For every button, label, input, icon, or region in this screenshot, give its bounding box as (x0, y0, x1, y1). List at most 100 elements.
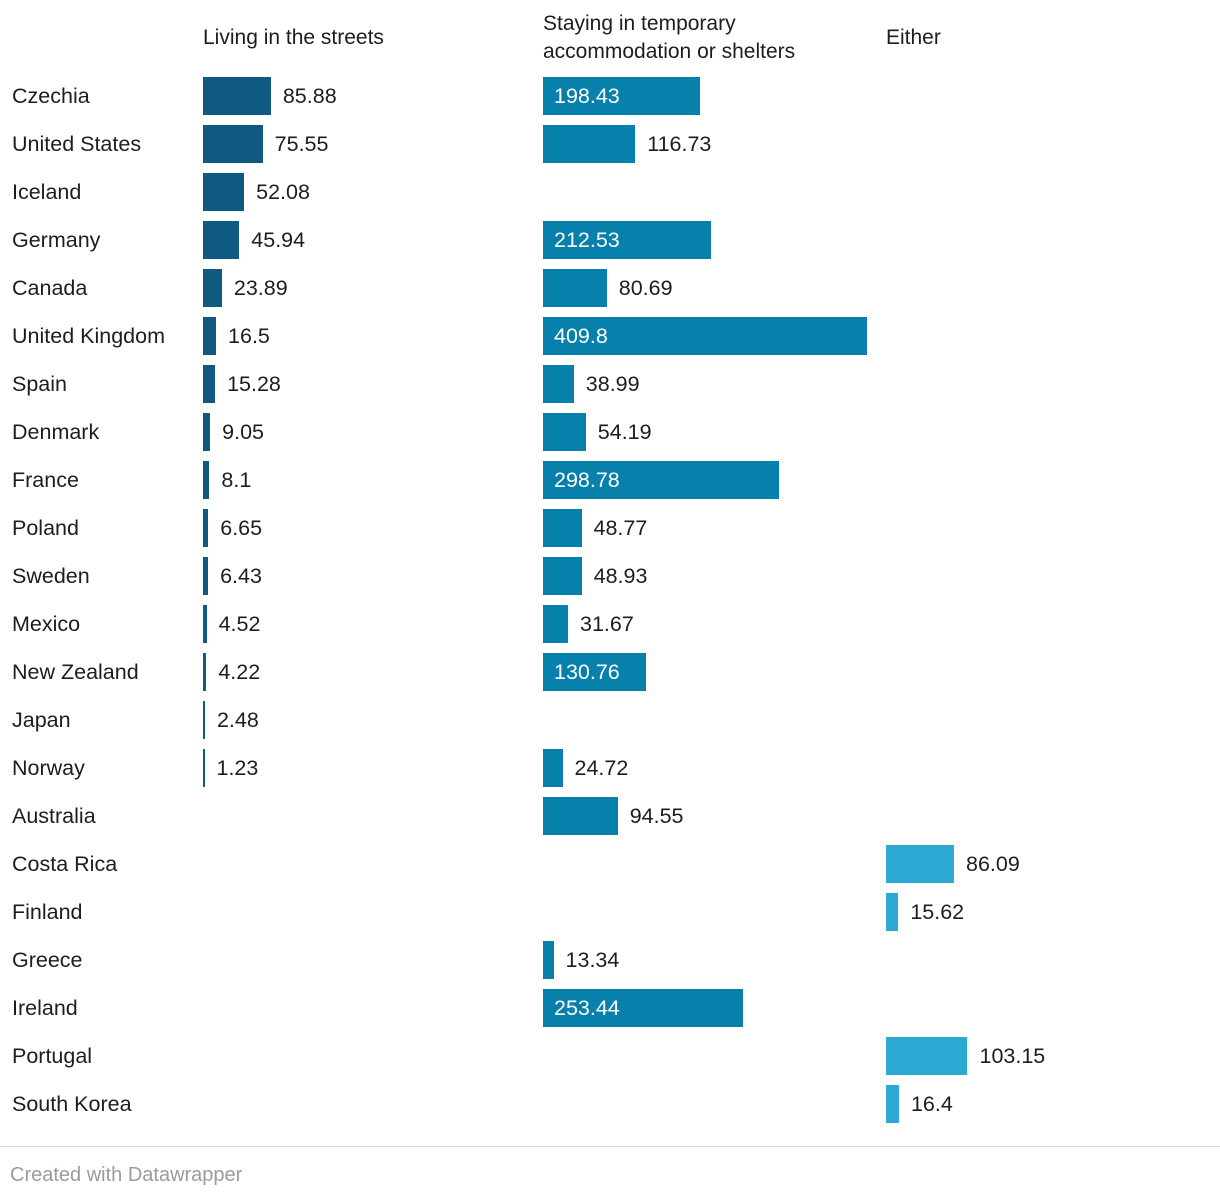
bar[interactable] (543, 317, 867, 355)
value-label: 9.05 (222, 420, 264, 444)
bar[interactable] (203, 125, 263, 163)
table-row: France 8.1 298.78 (0, 456, 1220, 504)
country-label: United Kingdom (12, 324, 165, 348)
country-label: Canada (12, 276, 88, 300)
bar[interactable] (543, 605, 569, 643)
bar[interactable] (886, 893, 899, 931)
value-label: 2.48 (216, 708, 259, 732)
bar[interactable] (543, 797, 618, 835)
table-row: Sweden 6.43 48.93 (0, 552, 1220, 600)
bar[interactable] (203, 701, 205, 739)
value-label: 15.28 (227, 372, 281, 396)
value-label: 31.67 (580, 612, 634, 636)
bar[interactable] (543, 365, 574, 403)
bar[interactable] (886, 845, 954, 883)
value-label: 4.52 (218, 612, 261, 636)
bar[interactable] (203, 509, 209, 547)
bar[interactable] (203, 317, 217, 355)
bar[interactable] (203, 461, 210, 499)
bar[interactable] (203, 77, 271, 115)
value-label: 75.55 (274, 132, 329, 156)
chart-footer: Created with Datawrapper (0, 1146, 1220, 1187)
bar[interactable] (886, 1085, 899, 1123)
value-label: 212.53 (554, 228, 620, 252)
value-label: 103.15 (979, 1044, 1046, 1068)
value-label: 48.77 (593, 516, 648, 540)
bar[interactable] (203, 221, 240, 259)
country-label: Germany (12, 228, 101, 252)
country-label: Spain (12, 372, 67, 396)
value-label: 116.73 (647, 132, 712, 156)
bar[interactable] (543, 557, 582, 595)
country-label: Ireland (12, 996, 78, 1020)
bar[interactable] (543, 221, 711, 259)
bar[interactable] (203, 413, 211, 451)
country-label: Sweden (12, 564, 90, 588)
value-label: 24.72 (574, 756, 629, 780)
bar[interactable] (543, 413, 586, 451)
table-row: Costa Rica 86.09 (0, 840, 1220, 888)
bar[interactable] (203, 365, 216, 403)
country-label: Iceland (12, 180, 82, 204)
table-row: Iceland 52.08 (0, 168, 1220, 216)
table-row: New Zealand 4.22 130.76 (0, 648, 1220, 696)
table-row: Mexico 4.52 31.67 (0, 600, 1220, 648)
bar[interactable] (203, 653, 207, 691)
column-headers: Living in the streets Staying in tempora… (0, 0, 1220, 72)
value-label: 6.65 (220, 516, 263, 540)
column-header-streets: Living in the streets (203, 26, 384, 49)
column-header-either: Either (886, 26, 941, 49)
table-row: Australia 94.55 (0, 792, 1220, 840)
value-label: 80.69 (618, 276, 673, 300)
value-label: 8.1 (221, 468, 252, 492)
bar[interactable] (543, 653, 647, 691)
table-row: Portugal 103.15 (0, 1032, 1220, 1080)
bar[interactable] (543, 269, 607, 307)
bar[interactable] (886, 1037, 968, 1075)
table-row: United Kingdom 16.5 409.8 (0, 312, 1220, 360)
table-row: South Korea 16.4 (0, 1080, 1220, 1128)
country-label: South Korea (12, 1092, 132, 1116)
bar[interactable] (543, 749, 563, 787)
value-label: 409.8 (554, 324, 608, 348)
bar[interactable] (543, 77, 700, 115)
value-label: 45.94 (251, 228, 306, 252)
table-row: Canada 23.89 80.69 (0, 264, 1220, 312)
value-label: 4.22 (218, 660, 261, 684)
country-label: United States (12, 132, 142, 156)
value-label: 130.76 (554, 660, 620, 684)
value-label: 54.19 (597, 420, 652, 444)
country-label: Norway (12, 756, 85, 780)
bar[interactable] (203, 605, 207, 643)
value-label: 6.43 (220, 564, 262, 588)
bar[interactable] (543, 125, 636, 163)
bar[interactable] (203, 749, 205, 787)
value-label: 85.88 (282, 84, 337, 108)
value-label: 253.44 (554, 996, 620, 1020)
table-row: Spain 15.28 38.99 (0, 360, 1220, 408)
country-label: Czechia (12, 84, 90, 108)
country-label: Greece (12, 948, 83, 972)
table-row: Norway 1.23 24.72 (0, 744, 1220, 792)
bar-rows: Czechia 85.88 198.43 United States 75.55… (0, 72, 1220, 1128)
table-row: Germany 45.94 212.53 (0, 216, 1220, 264)
table-row: Greece 13.34 (0, 936, 1220, 984)
bar[interactable] (543, 509, 582, 547)
table-row: Czechia 85.88 198.43 (0, 72, 1220, 120)
table-row: Ireland 253.44 (0, 984, 1220, 1032)
bar[interactable] (543, 461, 780, 499)
bar[interactable] (543, 989, 744, 1027)
value-label: 52.08 (256, 180, 310, 204)
value-label: 86.09 (966, 852, 1020, 876)
value-label: 38.99 (585, 372, 640, 396)
bar[interactable] (203, 557, 209, 595)
bar[interactable] (203, 269, 222, 307)
bar[interactable] (543, 941, 554, 979)
attribution-link[interactable]: Created with Datawrapper (10, 1164, 243, 1186)
value-label: 1.23 (216, 756, 259, 780)
table-row: Poland 6.65 48.77 (0, 504, 1220, 552)
country-label: New Zealand (12, 660, 139, 684)
value-label: 15.62 (910, 900, 965, 924)
bar[interactable] (203, 173, 245, 211)
